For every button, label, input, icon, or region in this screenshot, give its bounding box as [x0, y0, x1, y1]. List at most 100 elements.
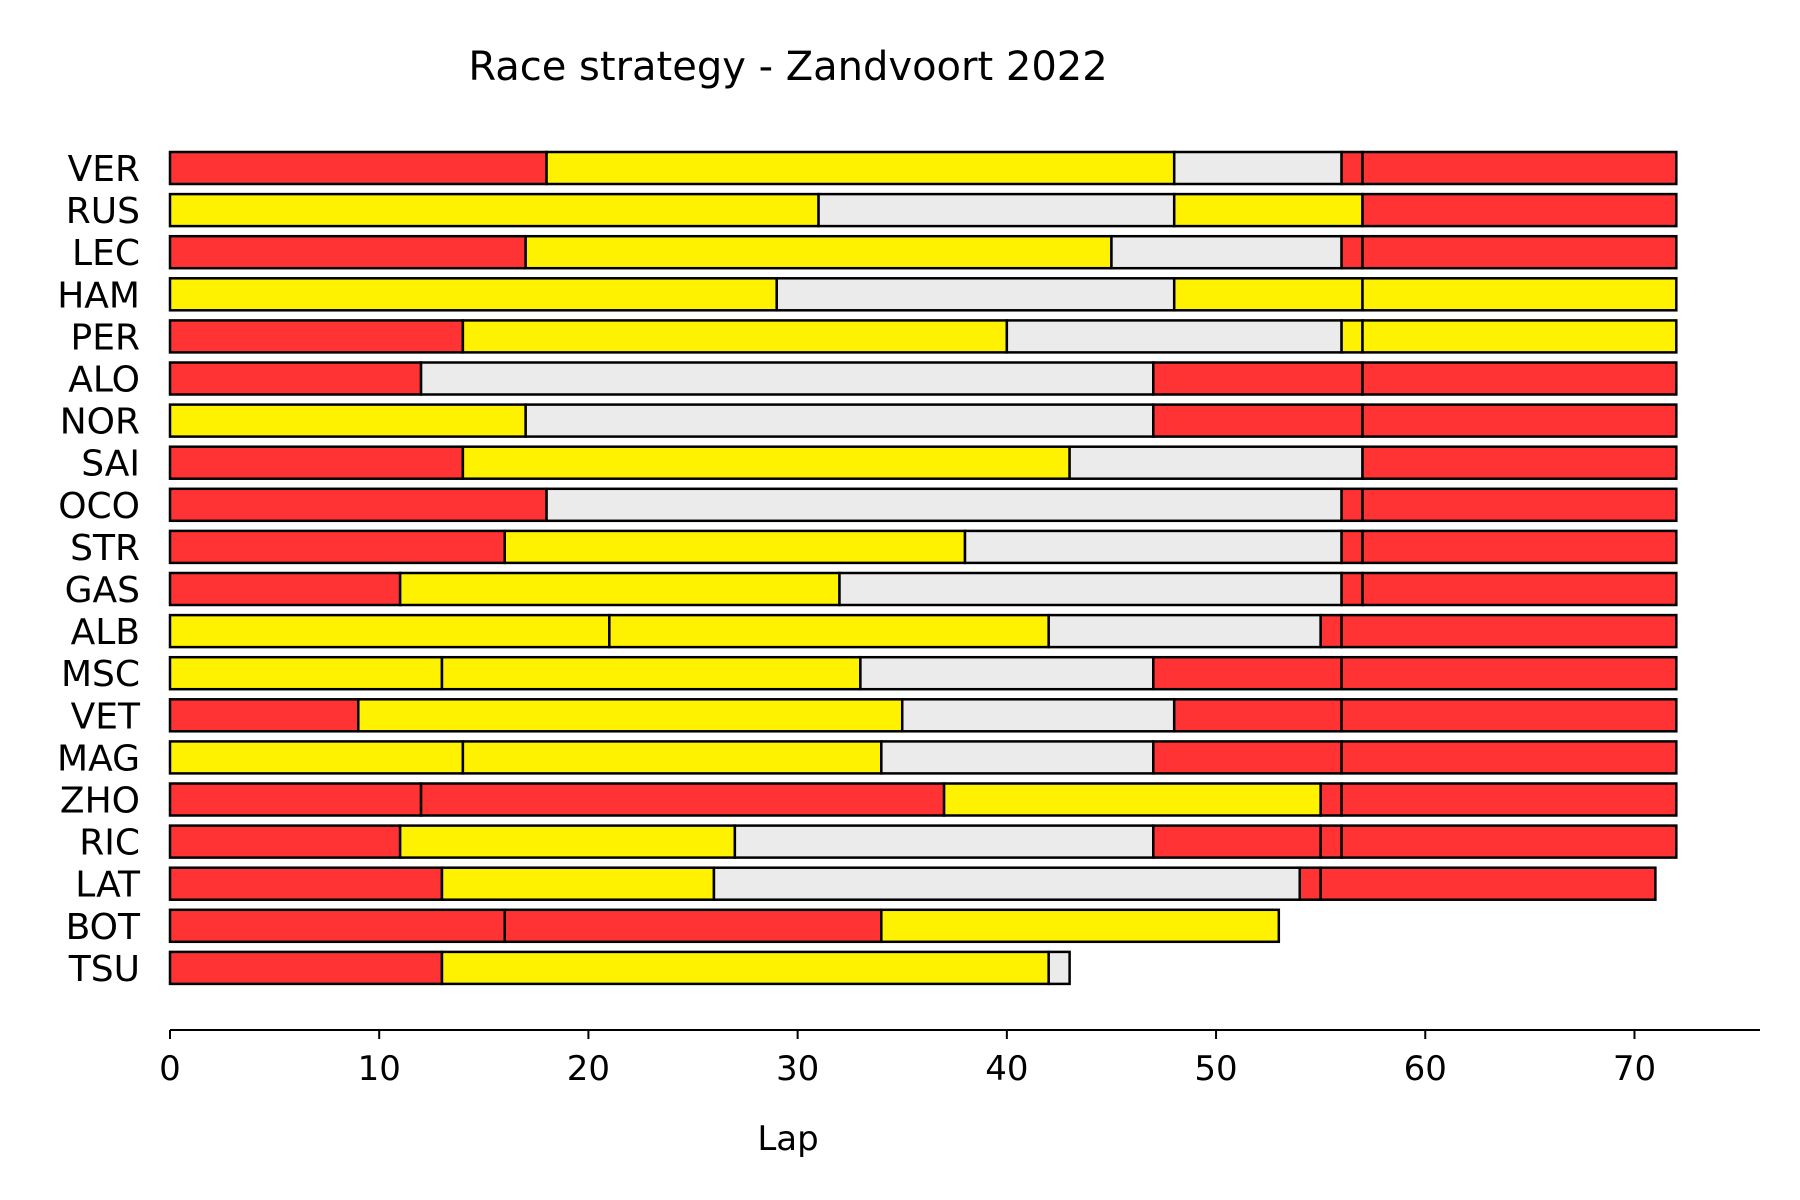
stint-bar-lec-4 — [1340, 234, 1364, 270]
stint-bar-ver-2 — [545, 150, 1176, 186]
driver-label-sai: SAI — [81, 444, 140, 485]
stint-bar-str-2 — [503, 529, 967, 565]
stint-bar-ver-1 — [168, 150, 548, 186]
stint-bar-rus-2 — [817, 192, 1176, 228]
driver-label-lec: LEC — [72, 233, 140, 274]
stint-bar-alo-3 — [1152, 361, 1364, 396]
stint-bar-ric-5 — [1319, 824, 1343, 859]
stint-bar-tsu-1 — [168, 950, 444, 986]
driver-label-lat: LAT — [75, 865, 141, 906]
stint-bar-tsu-2 — [440, 950, 1050, 986]
stint-bar-sai-1 — [168, 445, 465, 480]
driver-row-vet — [168, 698, 1678, 733]
driver-row-sai — [168, 445, 1678, 480]
driver-label-per: PER — [71, 317, 140, 358]
driver-label-ver: VER — [68, 149, 140, 190]
stint-bar-str-3 — [963, 529, 1343, 565]
stint-bar-gas-2 — [398, 571, 841, 607]
stint-bar-vet-4 — [1172, 698, 1343, 733]
stint-bar-per-4 — [1340, 319, 1364, 354]
stint-bar-lat-4 — [1298, 866, 1322, 901]
driver-row-ric — [168, 824, 1678, 859]
stint-bar-lec-1 — [168, 234, 527, 270]
stint-bar-per-2 — [461, 319, 1009, 354]
driver-row-bot — [168, 908, 1281, 944]
stint-bar-alb-1 — [168, 613, 611, 649]
stint-bar-alb-2 — [608, 613, 1050, 649]
x-tick-label-10: 10 — [358, 1049, 401, 1089]
driver-label-gas: GAS — [65, 570, 140, 611]
stint-bar-lat-1 — [168, 866, 444, 901]
driver-row-mag — [168, 740, 1678, 775]
driver-row-msc — [168, 655, 1678, 691]
stint-bar-bot-2 — [503, 908, 883, 944]
stint-bar-ric-2 — [398, 824, 737, 859]
x-tick-label-40: 40 — [985, 1049, 1028, 1089]
stint-bar-msc-5 — [1340, 655, 1678, 691]
driver-row-gas — [168, 571, 1678, 607]
stint-bar-alo-2 — [419, 361, 1155, 396]
stint-bar-per-5 — [1361, 319, 1678, 354]
stint-bar-rus-1 — [168, 192, 820, 228]
stint-bar-vet-5 — [1340, 698, 1678, 733]
stint-bar-vet-2 — [357, 698, 904, 733]
stint-bar-zho-5 — [1340, 782, 1678, 817]
stint-bar-str-5 — [1361, 529, 1678, 565]
stint-bar-ver-4 — [1340, 150, 1364, 186]
stint-bar-gas-1 — [168, 571, 402, 607]
stint-bar-ham-3 — [1172, 277, 1364, 312]
stint-bar-gas-5 — [1361, 571, 1678, 607]
driver-label-vet: VET — [71, 696, 141, 737]
driver-row-lec — [168, 234, 1678, 270]
stint-bar-mag-2 — [461, 740, 883, 775]
stint-bar-ric-4 — [1152, 824, 1322, 859]
stint-bar-ric-1 — [168, 824, 402, 859]
stint-bar-alb-5 — [1340, 613, 1678, 649]
stint-bar-gas-3 — [838, 571, 1343, 607]
driver-label-alo: ALO — [68, 360, 140, 401]
stint-bar-per-1 — [168, 319, 465, 354]
stint-bar-nor-2 — [524, 403, 1155, 438]
stint-bar-ver-5 — [1361, 150, 1678, 186]
driver-label-ric: RIC — [79, 823, 140, 864]
stint-bar-msc-3 — [859, 655, 1155, 691]
stint-bar-msc-1 — [168, 655, 444, 691]
stint-bar-alb-3 — [1047, 613, 1322, 649]
stint-bar-zho-2 — [419, 782, 946, 817]
x-tick-label-70: 70 — [1613, 1049, 1656, 1089]
stint-bar-alo-1 — [168, 361, 423, 396]
stint-bar-gas-4 — [1340, 571, 1364, 607]
driver-label-str: STR — [70, 528, 140, 569]
stint-bar-sai-3 — [1068, 445, 1364, 480]
stint-bar-vet-1 — [168, 698, 360, 733]
stint-bar-lat-3 — [712, 866, 1301, 901]
stint-bar-msc-4 — [1152, 655, 1343, 691]
stint-bar-oco-2 — [545, 487, 1343, 523]
stint-bar-ric-6 — [1340, 824, 1678, 859]
stint-bar-ham-1 — [168, 277, 778, 312]
stint-bar-mag-1 — [168, 740, 465, 775]
x-tick-label-30: 30 — [776, 1049, 819, 1089]
x-tick-label-60: 60 — [1404, 1049, 1447, 1089]
stint-bar-nor-3 — [1152, 403, 1364, 438]
stint-bar-zho-4 — [1319, 782, 1343, 817]
stint-bar-sai-4 — [1361, 445, 1678, 480]
stint-bar-lat-2 — [440, 866, 716, 901]
stint-bar-ham-4 — [1361, 277, 1678, 312]
x-tick-label-20: 20 — [567, 1049, 610, 1089]
driver-label-nor: NOR — [60, 402, 140, 443]
driver-label-rus: RUS — [66, 191, 140, 232]
driver-label-zho: ZHO — [60, 781, 140, 822]
stint-bar-ver-3 — [1172, 150, 1343, 186]
driver-label-alb: ALB — [71, 612, 140, 653]
stint-bar-bot-1 — [168, 908, 506, 944]
stint-bar-mag-5 — [1340, 740, 1678, 775]
driver-labels: VERRUSLECHAMPERALONORSAIOCOSTRGASALBMSCV… — [57, 149, 141, 990]
driver-row-str — [168, 529, 1678, 565]
driver-label-oco: OCO — [58, 486, 140, 527]
stint-bar-nor-4 — [1361, 403, 1678, 438]
driver-label-bot: BOT — [66, 907, 141, 948]
x-axis-label: Lap — [757, 1119, 818, 1159]
